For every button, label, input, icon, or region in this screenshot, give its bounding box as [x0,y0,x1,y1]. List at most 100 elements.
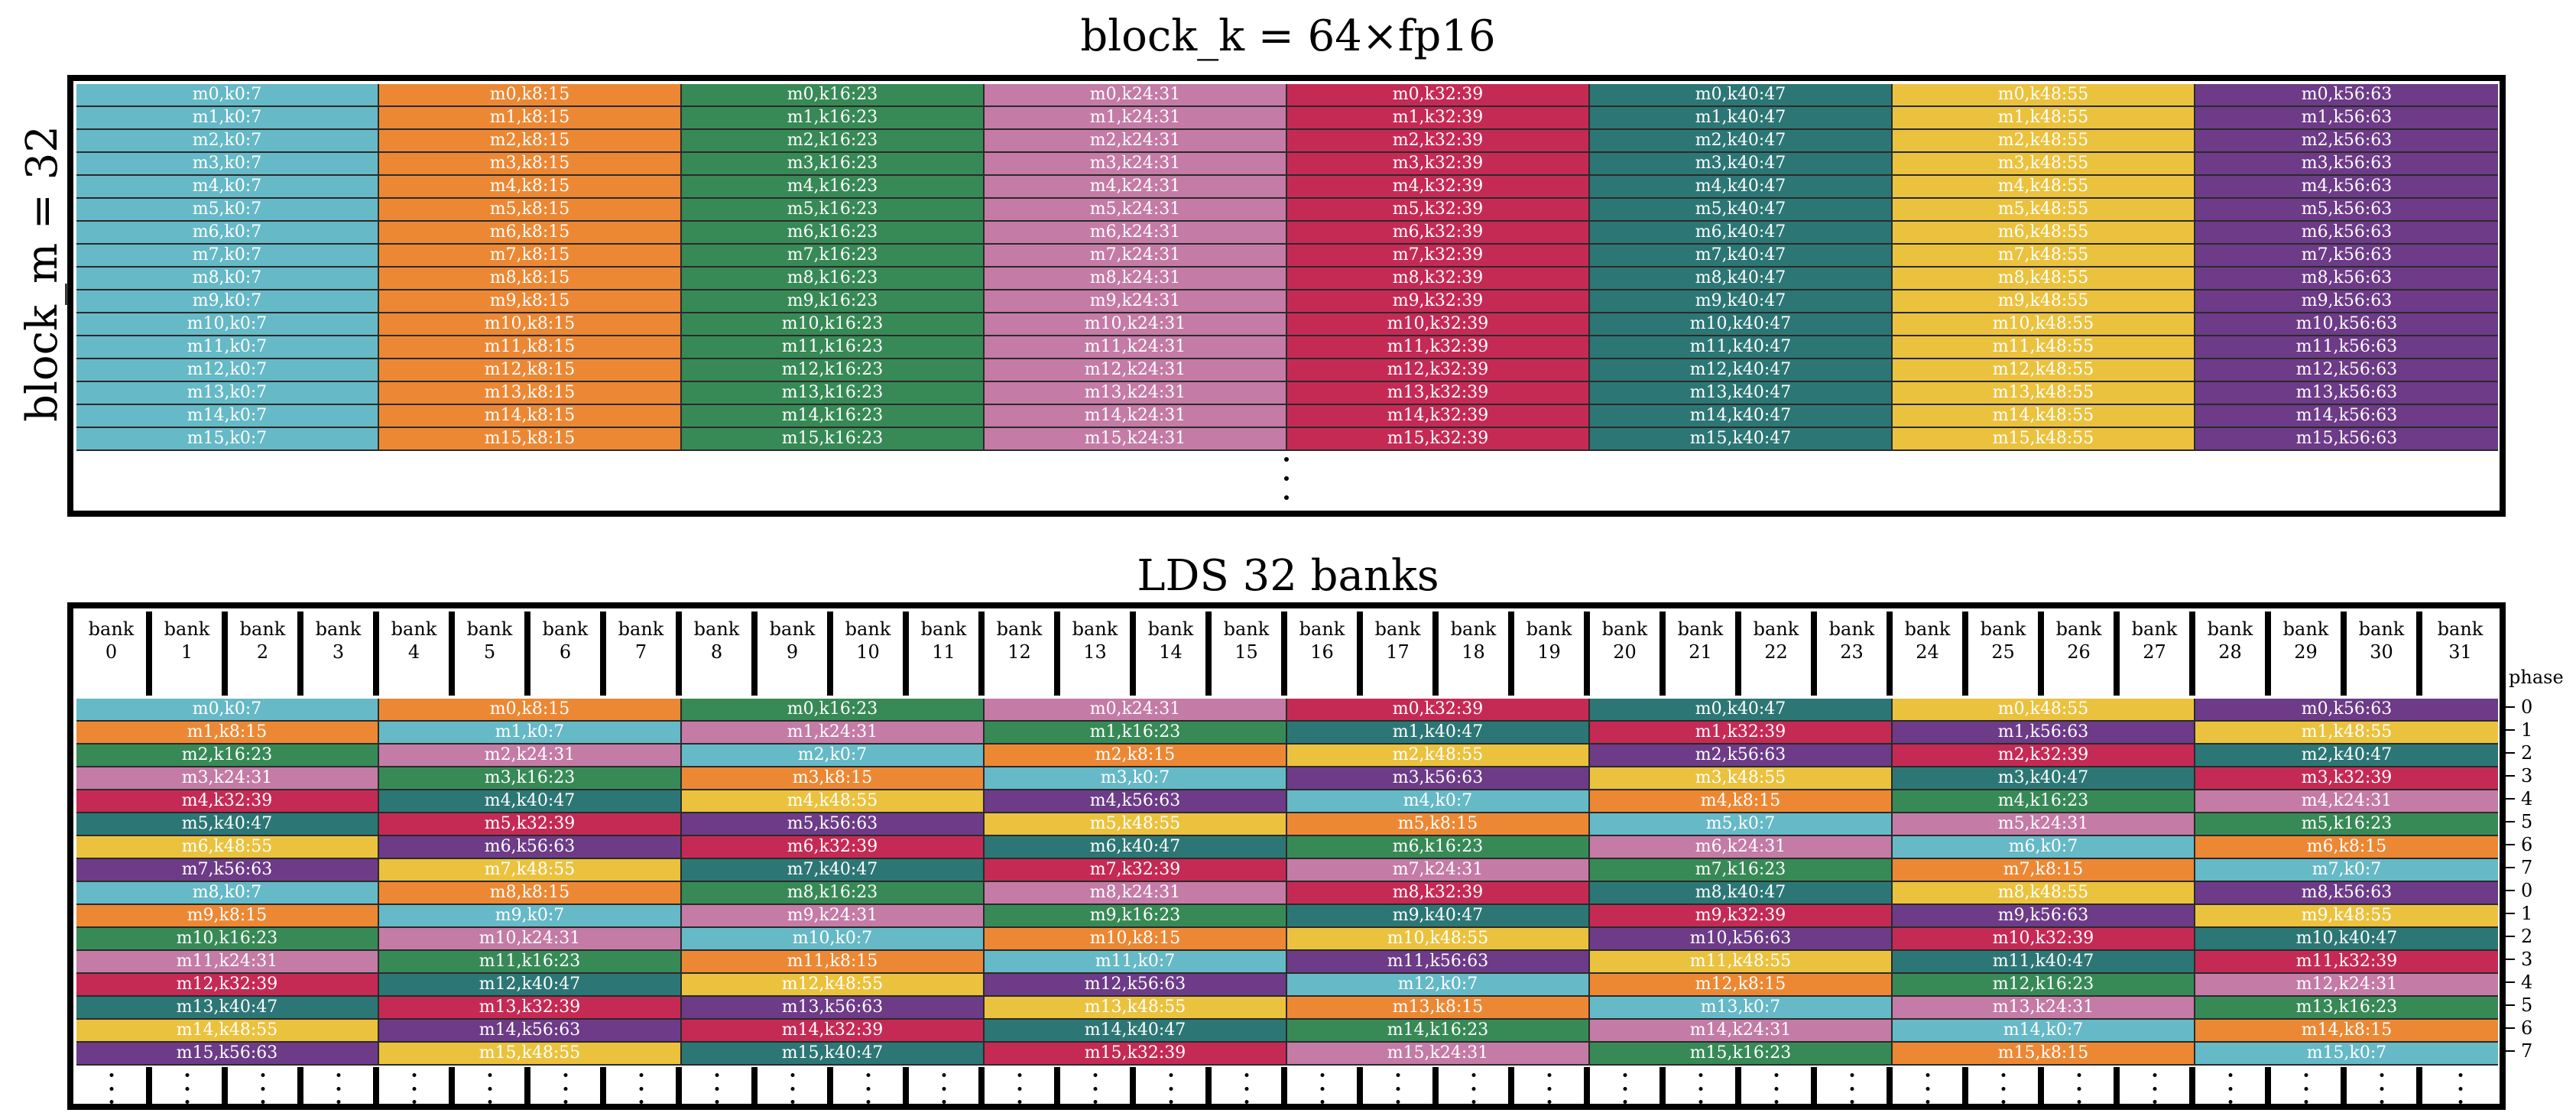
lds-cell: m8,k16:23 [682,882,985,905]
bank-number: 6 [559,641,572,663]
lds-cell: m3,k16:23 [379,767,682,790]
lds-cell: m10,k48:55 [1287,928,1590,951]
lds-cell: m12,k48:55 [682,974,985,997]
phase-value: 0 [2521,696,2533,718]
tile-cell: m11,k56:63 [2195,336,2498,359]
lds-cell: m7,k0:7 [2195,859,2498,882]
bank-word: bank [1677,618,1724,640]
bank-header: bank 10 [833,612,909,696]
lds-cell: m11,k40:47 [1893,951,2195,974]
tile-cell: m11,k8:15 [379,336,682,359]
lds-cell: m13,k32:39 [379,997,682,1020]
lds-cell: m6,k0:7 [1893,836,2195,859]
lds-cell: m5,k40:47 [76,813,379,836]
lds-cell: m7,k8:15 [1893,859,2195,882]
bank-header: bank 17 [1363,612,1439,696]
lds-cell: m10,k8:15 [985,928,1287,951]
lds-cell: m14,k16:23 [1287,1020,1590,1043]
ellipsis-dots [866,1073,870,1104]
lds-cell: m4,k0:7 [1287,790,1590,813]
tile-cell: m1,k32:39 [1287,107,1590,130]
bank-more-ellipsis [833,1067,909,1110]
lds-cell: m5,k56:63 [682,813,985,836]
top-title: block_k = 64×fp16 [1080,11,1496,61]
tile-cell: m15,k32:39 [1287,428,1590,451]
lds-cell: m2,k24:31 [379,745,682,767]
lds-cell: m1,k32:39 [1590,722,1893,745]
bank-word: bank [239,618,286,640]
tile-cell: m11,k48:55 [1893,336,2195,359]
tile-cell: m7,k32:39 [1287,245,1590,268]
lds-cell: m4,k48:55 [682,790,985,813]
bank-word: bank [315,618,362,640]
tile-cell: m0,k24:31 [985,84,1287,107]
lds-cell: m13,k56:63 [682,997,985,1020]
lds-cell: m6,k16:23 [1287,836,1590,859]
ellipsis-dots [261,1073,264,1104]
bank-more-ellipsis [1439,1067,1514,1110]
tile-cell: m6,k8:15 [379,222,682,245]
lds-cell: m15,k32:39 [985,1043,1287,1066]
bank-more-ellipsis [530,1067,606,1110]
bank-number: 16 [1310,641,1334,663]
bank-more-ellipsis [455,1067,530,1110]
lds-cell: m14,k0:7 [1893,1020,2195,1043]
bank-word: bank [2207,618,2253,640]
bank-number: 25 [1991,641,2015,663]
phase-value: 0 [2521,880,2533,901]
tile-cell: m5,k8:15 [379,199,682,222]
lds-cell: m9,k40:47 [1287,905,1590,928]
tile-cell: m4,k16:23 [682,176,985,199]
lds-cell: m1,k56:63 [1893,722,2195,745]
lds-cell: m3,k48:55 [1590,767,1893,790]
bank-number: 1 [180,641,193,663]
bank-word: bank [996,618,1043,640]
lds-cell: m14,k32:39 [682,1020,985,1043]
bank-word: bank [164,618,210,640]
tile-cell: m14,k24:31 [985,405,1287,428]
bank-number: 24 [1916,641,1939,663]
ellipsis-dots [2077,1073,2081,1104]
tile-cell: m6,k16:23 [682,222,985,245]
bank-word: bank [1299,618,1345,640]
tile-cell: m2,k40:47 [1590,130,1893,153]
tile-cell: m8,k32:39 [1287,268,1590,290]
lds-cell: m9,k24:31 [682,905,985,928]
lds-cell: m7,k40:47 [682,859,985,882]
bank-ellipsis-row [76,1067,2498,1110]
tile-cell: m5,k16:23 [682,199,985,222]
phase-tick: 6 [2506,1017,2567,1040]
tile-cell: m5,k56:63 [2195,199,2498,222]
bank-word: bank [2282,618,2329,640]
lds-cell: m13,k48:55 [985,997,1287,1020]
bank-more-ellipsis [1817,1067,1893,1110]
ellipsis-dots [2304,1073,2308,1104]
bank-number: 11 [932,641,955,663]
lds-cell: m4,k32:39 [76,790,379,813]
bank-header: bank 6 [530,612,606,696]
tile-cell: m5,k40:47 [1590,199,1893,222]
tile-cell: m7,k8:15 [379,245,682,268]
bank-number: 21 [1689,641,1712,663]
lds-cell: m13,k0:7 [1590,997,1893,1020]
ellipsis-dots [1471,1073,1475,1104]
bank-number: 7 [634,641,647,663]
lds-cell: m6,k56:63 [379,836,682,859]
tile-cell: m3,k56:63 [2195,153,2498,176]
tile-cell: m4,k56:63 [2195,176,2498,199]
lds-cell: m12,k56:63 [985,974,1287,997]
lds-cell: m12,k24:31 [2195,974,2498,997]
bank-word: bank [693,618,740,640]
ellipsis-dots [1093,1073,1097,1104]
lds-cell: m6,k32:39 [682,836,985,859]
tile-cell: m4,k0:7 [76,176,379,199]
tile-cell: m2,k32:39 [1287,130,1590,153]
lds-cell: m3,k56:63 [1287,767,1590,790]
lds-cell: m8,k56:63 [2195,882,2498,905]
bank-header: bank 19 [1514,612,1590,696]
bank-word: bank [2437,618,2484,640]
lds-cell: m3,k8:15 [682,767,985,790]
lds-cell: m9,k48:55 [2195,905,2498,928]
tile-cell: m8,k0:7 [76,268,379,290]
bank-number: 23 [1840,641,1864,663]
